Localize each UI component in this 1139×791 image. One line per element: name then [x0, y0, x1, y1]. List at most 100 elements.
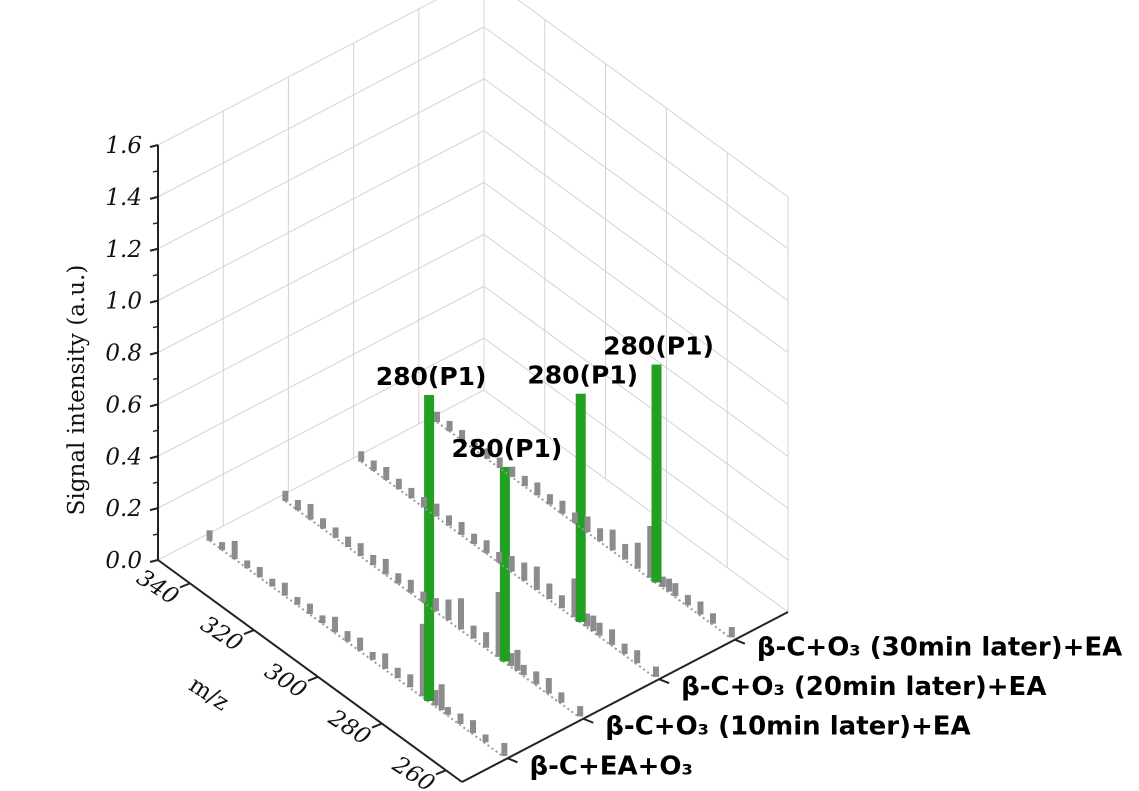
spectrum-bar [395, 573, 402, 584]
z-tick [149, 559, 159, 563]
spectrum-bar [559, 500, 566, 514]
spectrum-bar [634, 650, 641, 664]
spectrum-bar [470, 625, 477, 639]
spectrum-bar [320, 518, 327, 529]
spectrum-bar [294, 597, 301, 605]
spectrum-bar [407, 579, 414, 593]
spectrum-bar [508, 653, 515, 667]
spectrum-bar [521, 562, 528, 581]
peak-bar [651, 364, 662, 583]
axes [149, 144, 789, 783]
spectrum-bar [471, 439, 478, 450]
spectrum-bar [597, 528, 604, 542]
series-label: β-C+O₃ (20min later)+EA [681, 672, 1046, 702]
z-tick-label: 0.8 [105, 341, 142, 367]
spectrum-bar [483, 632, 490, 648]
spectrum-bar [514, 649, 521, 671]
spectrum-bar [728, 627, 735, 638]
spectrum-bar [345, 536, 352, 547]
back-wall-gridline [483, 78, 789, 302]
side-wall-gridline [157, 26, 485, 198]
mz-axis-line [157, 559, 463, 783]
spectrum-bar [438, 684, 445, 711]
spectrum-bar [219, 542, 226, 550]
mz-tick [243, 629, 255, 636]
series-tick [658, 678, 670, 685]
spectrum-bar [672, 583, 679, 597]
z-tick-label: 0.6 [105, 392, 142, 418]
spectrum-bar [634, 542, 641, 569]
spectrum-bar [484, 448, 491, 459]
z-axis-title: Signal intensity (a.u.) [64, 265, 90, 516]
z-tick [149, 144, 159, 148]
side-wall-gridline [157, 78, 485, 250]
spectrum-bar [357, 637, 364, 651]
spectrum-bar [281, 582, 288, 596]
spectrum-bar [546, 494, 553, 505]
spectrum-bar [622, 543, 629, 560]
side-wall-gridline [157, 130, 485, 302]
series-axis-line [461, 611, 789, 783]
spectrum-bar [571, 578, 578, 618]
spectrum-bar [533, 671, 540, 685]
spectrum-bar [344, 631, 351, 642]
peak-label: 280(P1) [376, 362, 487, 391]
spectrum-bar [684, 594, 691, 606]
side-wall-gridline [157, 337, 485, 509]
spectrum-bar [419, 623, 426, 697]
spectrum-bar [382, 653, 389, 669]
peak-label: 280(P1) [527, 361, 638, 390]
spectrum-bar [369, 652, 376, 660]
z-tick [149, 403, 159, 408]
spectrum-bar [306, 603, 313, 615]
spectrum-bar [206, 530, 213, 541]
peak-bar [499, 466, 510, 662]
z-tick [149, 247, 159, 252]
spectrum-bar [458, 521, 465, 535]
spectrum-bar [433, 503, 440, 517]
spectrum-bar [495, 592, 502, 657]
spectrum-bar [446, 420, 453, 432]
spectrum-bar [446, 515, 453, 526]
spectrum-bar [294, 499, 301, 511]
mz-tick [371, 722, 383, 729]
spectrum-bar [332, 527, 339, 538]
side-wall-gridline [157, 0, 438, 146]
spectrum-bar [482, 734, 489, 743]
spectrum-bar [558, 595, 565, 609]
side-wall-gridline [157, 285, 485, 457]
spectrum-bar [471, 533, 478, 545]
back-wall-gridline [483, 337, 789, 561]
spectrum-bar [307, 503, 314, 520]
spectrum-bar [647, 525, 654, 578]
z-tick-label: 0.0 [105, 548, 142, 574]
spectrum-bar [483, 540, 490, 554]
spectrum-bar [282, 490, 289, 502]
spectrum-bar [383, 467, 390, 480]
spectrum-bar [382, 558, 389, 575]
mz-tick [307, 675, 319, 682]
spectrum-bar [395, 478, 402, 490]
spectrum-bar [434, 411, 441, 423]
z-tick-label: 1.2 [105, 237, 142, 263]
spectrum-bar [370, 460, 377, 471]
peak-bar [575, 393, 586, 622]
spectrum-bar [609, 629, 616, 645]
mz-tick-label: 260 [387, 751, 439, 791]
spectrum-bar [394, 667, 401, 679]
spectrum-bar [509, 466, 516, 478]
spectrum-bar [432, 690, 439, 706]
z-tick [149, 507, 159, 512]
peak-bar [424, 394, 435, 702]
series-tick [582, 717, 594, 724]
spectrum-bar [571, 512, 578, 523]
spectrum-bar [652, 666, 659, 677]
spectrum-bar [432, 598, 439, 612]
spectrum-bar [577, 706, 584, 717]
side-wall-gridline [157, 182, 485, 353]
z-tick-label: 0.4 [105, 444, 142, 470]
mz-tick-label: 280 [323, 704, 375, 750]
spectrum-bar [319, 615, 326, 624]
spectrum-bar [584, 516, 591, 533]
spectrum-bar [256, 566, 263, 578]
